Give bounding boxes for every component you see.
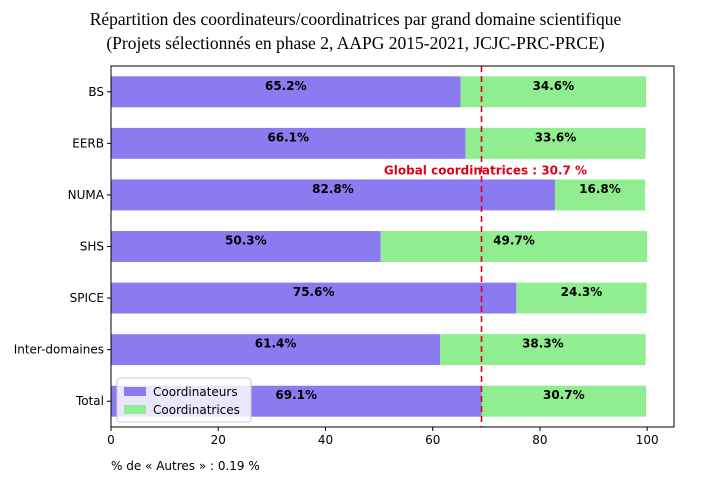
chart-title: Répartition des coordinateurs/coordinatr… — [89, 9, 622, 29]
legend-swatch — [124, 405, 146, 414]
data-label: 69.1% — [275, 388, 317, 402]
bar-coordinateurs — [111, 76, 461, 108]
y-tick-label: BS — [88, 85, 104, 99]
x-tick-label: 0 — [107, 433, 115, 447]
data-label: 38.3% — [522, 337, 564, 351]
x-tick-label: 20 — [211, 433, 226, 447]
data-label: 49.7% — [493, 234, 535, 248]
data-label: 24.3% — [561, 285, 603, 299]
bar-coordinatrices — [465, 127, 646, 159]
x-tick-label: 80 — [532, 433, 547, 447]
legend-entry: Coordinateurs — [153, 385, 238, 399]
others-footnote: % de « Autres » : 0.19 % — [111, 459, 260, 473]
data-label: 34.6% — [533, 79, 575, 93]
bar-coordinateurs — [111, 179, 555, 211]
legend-entry: Coordinatrices — [153, 403, 240, 417]
legend-box — [116, 377, 252, 423]
y-tick-label: EERB — [72, 136, 104, 150]
y-tick-label: Total — [75, 394, 104, 408]
chart-subtitle: (Projets sélectionnés en phase 2, AAPG 2… — [106, 33, 605, 53]
bar-coordinateurs — [111, 282, 517, 314]
bar-coordinateurs — [111, 231, 381, 262]
data-label: 16.8% — [579, 182, 621, 196]
bar-coordinatrices — [516, 282, 647, 314]
data-label: 66.1% — [267, 130, 309, 144]
x-tick-label: 100 — [636, 433, 659, 447]
data-label: 61.4% — [255, 337, 297, 351]
x-tick-label: 40 — [318, 433, 333, 447]
data-label: 65.2% — [265, 79, 307, 93]
legend-swatch — [124, 387, 146, 396]
data-label: 30.7% — [543, 388, 585, 402]
reference-line-label: Global coordinatrices : 30.7 % — [384, 163, 587, 177]
x-tick-label: 60 — [425, 433, 440, 447]
bar-coordinatrices — [481, 385, 647, 417]
data-label: 50.3% — [225, 234, 267, 248]
y-tick-label: SHS — [80, 240, 104, 254]
bar-coordinatrices — [380, 231, 648, 262]
y-tick-label: SPICE — [70, 291, 104, 305]
bar-coordinateurs — [111, 127, 466, 159]
bar-coordinatrices — [440, 334, 646, 366]
y-tick-label: Inter-domaines — [14, 343, 104, 357]
data-label: 75.6% — [293, 285, 335, 299]
bar-coordinatrices — [460, 76, 647, 108]
bar-coordinateurs — [111, 334, 441, 366]
data-label: 33.6% — [535, 130, 577, 144]
bar-coordinatrices — [554, 179, 646, 211]
data-label: 82.8% — [312, 182, 354, 196]
y-tick-label: NUMA — [68, 188, 105, 202]
